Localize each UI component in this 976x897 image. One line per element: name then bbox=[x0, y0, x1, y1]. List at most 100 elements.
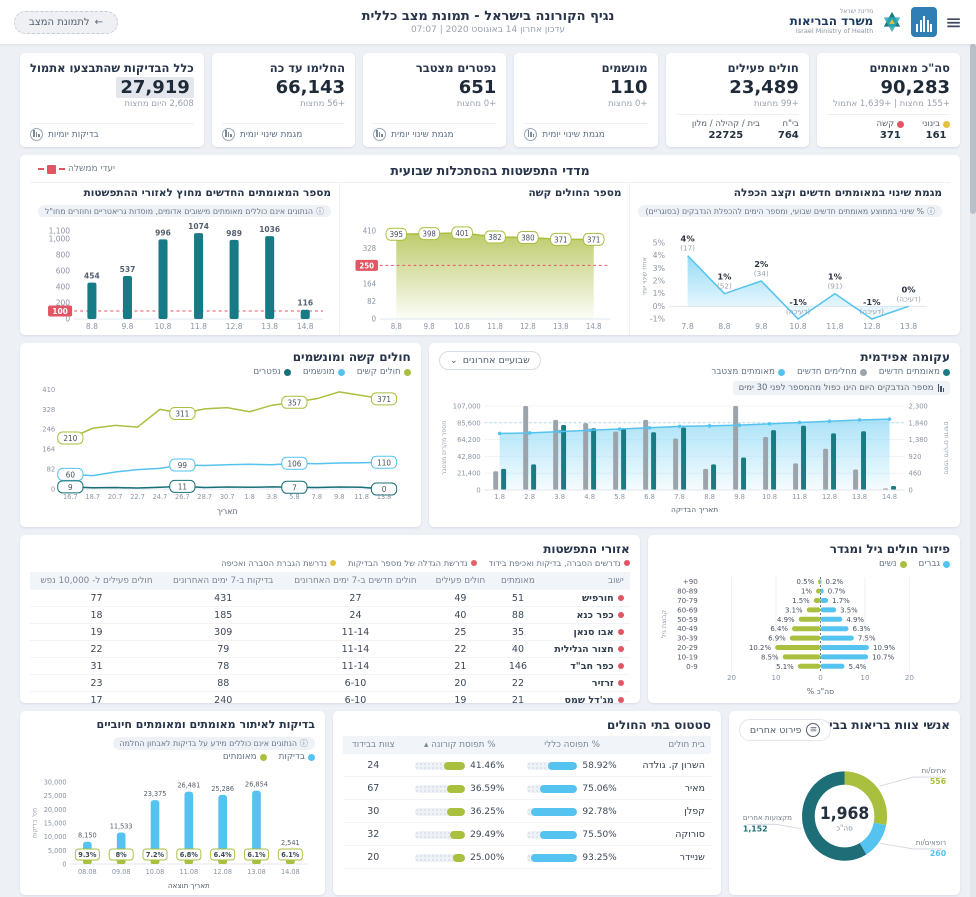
staff-isolation-panel: אנשי צוות בריאות בבידוד ≡ פירוט אחרים אח… bbox=[728, 711, 960, 895]
svg-text:1,968: 1,968 bbox=[820, 804, 869, 823]
hospital-column-header[interactable]: % תפוסת קורונה ▴ bbox=[403, 736, 516, 754]
svg-text:164: 164 bbox=[42, 446, 55, 454]
svg-text:9.8: 9.8 bbox=[424, 322, 436, 331]
svg-text:9.3%: 9.3% bbox=[78, 851, 96, 859]
areas-row[interactable]: חצור הגלילית 40 22 11-14 79 22 bbox=[30, 640, 630, 658]
svg-text:6.3%: 6.3% bbox=[852, 625, 870, 633]
svg-text:(34): (34) bbox=[754, 269, 769, 278]
legend-dot-severe bbox=[403, 368, 411, 376]
occupancy-bar bbox=[527, 784, 578, 793]
svg-text:5.1%: 5.1% bbox=[776, 663, 794, 671]
town-cell: אבו סנאן bbox=[542, 623, 630, 641]
areas-value-cell: 431 bbox=[163, 590, 284, 607]
areas-column-header[interactable]: ישוב bbox=[542, 572, 630, 590]
areas-value-cell: 27 bbox=[283, 590, 428, 607]
severe-legend: חולים קשים מונשמים נפטרים bbox=[30, 367, 411, 377]
svg-text:1%: 1% bbox=[653, 289, 665, 298]
svg-text:0%: 0% bbox=[902, 284, 916, 294]
areas-column-header[interactable]: חולים חדשים ב-7 ימים האחרונים bbox=[283, 572, 428, 590]
daily-trend-link[interactable]: מגמת שינוי יומית bbox=[524, 123, 648, 141]
svg-text:5.8: 5.8 bbox=[614, 493, 625, 501]
svg-text:328: 328 bbox=[363, 244, 377, 253]
ministry-name-he: משרד הבריאות bbox=[789, 14, 874, 29]
occupancy-bar bbox=[415, 784, 466, 793]
svg-text:80-89: 80-89 bbox=[677, 587, 698, 596]
svg-text:85,600: 85,600 bbox=[457, 419, 481, 427]
areas-row[interactable]: כפר כנא 88 40 24 185 18 bbox=[30, 606, 630, 624]
daily-trend-link[interactable]: מגמת שינוי יומית bbox=[221, 123, 346, 141]
areas-value-cell: 21 bbox=[493, 691, 543, 709]
areas-row[interactable]: זרזיר 22 20 6-10 88 23 bbox=[30, 674, 630, 692]
pyramid-legend: גברים נשים bbox=[658, 559, 950, 569]
hospital-row[interactable]: השרון ק. גולדה 58.92% 41.46% 24 bbox=[342, 754, 711, 777]
hospital-column-header[interactable]: צוות בבידוד bbox=[342, 736, 404, 754]
areas-value-cell: 11-14 bbox=[283, 657, 428, 675]
kpi-ventilated: מונשמים 110 +0 מחצות מגמת שינוי יומית bbox=[514, 53, 658, 147]
occupancy-bar bbox=[527, 761, 578, 770]
areas-column-header[interactable]: מאומתים bbox=[493, 572, 543, 590]
areas-row[interactable]: מג'דל שמס 21 19 6-10 240 17 bbox=[30, 691, 630, 709]
svg-text:-1%: -1% bbox=[650, 315, 665, 324]
page-scrollbar[interactable] bbox=[970, 0, 976, 897]
tests-legend: בדיקות מאומתים bbox=[30, 752, 315, 762]
hospital-status-table: בית חולים% תפוסה כללי% תפוסת קורונה ▴ צוו… bbox=[342, 736, 711, 869]
svg-text:12.8: 12.8 bbox=[520, 322, 536, 331]
svg-text:9.8: 9.8 bbox=[121, 322, 133, 331]
svg-text:60: 60 bbox=[66, 470, 76, 479]
svg-text:10.9%: 10.9% bbox=[873, 644, 896, 652]
areas-column-header[interactable]: חולים פעילים bbox=[427, 572, 494, 590]
areas-row[interactable]: אבו סנאן 35 25 11-14 309 19 bbox=[30, 623, 630, 641]
hospital-row[interactable]: סורוקה 75.50% 29.49% 32 bbox=[342, 822, 711, 846]
hospital-row[interactable]: שניידר 93.25% 25.00% 20 bbox=[342, 845, 711, 869]
daily-trend-link[interactable]: מגמת שינוי יומית bbox=[373, 123, 497, 141]
tests-panel: בדיקות לאיתור מאומתים ומאומתים חיוביים ⓘ… bbox=[20, 711, 325, 895]
svg-text:556: 556 bbox=[930, 777, 947, 786]
kpi-recovered: החלימו עד כה 66,143 +56 מחצות מגמת שינוי… bbox=[211, 53, 356, 147]
scrollbar-thumb[interactable] bbox=[970, 44, 976, 214]
areas-column-header[interactable]: בדיקות ב-7 ימים האחרונים bbox=[163, 572, 284, 590]
svg-text:8,150: 8,150 bbox=[78, 832, 97, 840]
areas-row[interactable]: כפר חב"ד 146 21 11-14 78 31 bbox=[30, 657, 630, 675]
svg-text:996: 996 bbox=[155, 228, 171, 237]
svg-text:1.7%: 1.7% bbox=[832, 597, 850, 605]
svg-text:1,380: 1,380 bbox=[908, 436, 927, 444]
svg-text:26,854: 26,854 bbox=[245, 780, 268, 788]
town-cell: זרזיר bbox=[542, 674, 630, 692]
svg-text:11.8: 11.8 bbox=[487, 322, 503, 331]
corona-occupancy-cell: 25.00% bbox=[403, 845, 516, 869]
hospital-row[interactable]: מאיר 75.06% 36.59% 67 bbox=[342, 776, 711, 800]
status-dot-icon bbox=[617, 594, 624, 601]
areas-value-cell: 21 bbox=[427, 657, 494, 675]
status-dot-icon bbox=[623, 560, 630, 566]
svg-text:14.08: 14.08 bbox=[281, 868, 300, 876]
svg-text:395: 395 bbox=[390, 230, 403, 239]
general-occupancy-cell: 92.78% bbox=[515, 799, 629, 823]
areas-column-header[interactable]: חולים פעילים ל- 10,000 נפש bbox=[30, 572, 164, 590]
svg-text:13.8: 13.8 bbox=[553, 322, 569, 331]
svg-text:11: 11 bbox=[178, 482, 188, 491]
chart-info-pill: ⓘ הנתונים אינם כוללים מאומתים מישובים אדו… bbox=[38, 205, 332, 217]
areas-value-cell: 40 bbox=[493, 640, 543, 658]
svg-text:6.4%: 6.4% bbox=[770, 625, 788, 633]
hospital-status-panel: סטטוס בתי החולים בית חולים% תפוסה כללי% … bbox=[332, 711, 721, 895]
hospital-column-header[interactable]: בית חולים bbox=[628, 736, 711, 754]
back-to-status-button[interactable]: ← לתמונת המצב bbox=[14, 10, 118, 34]
areas-value-cell: 88 bbox=[163, 674, 284, 692]
svg-text:13.8: 13.8 bbox=[852, 493, 867, 501]
back-arrow-icon: ← bbox=[94, 16, 103, 28]
other-details-button[interactable]: ≡ פירוט אחרים bbox=[738, 719, 832, 741]
svg-text:0.5%: 0.5% bbox=[796, 578, 814, 586]
svg-text:מס' בדיקות: מס' בדיקות bbox=[32, 808, 39, 838]
areas-row[interactable]: חורפיש 51 49 27 431 77 bbox=[30, 590, 630, 607]
svg-text:82: 82 bbox=[367, 297, 376, 306]
status-dot-icon bbox=[617, 611, 624, 618]
period-dropdown[interactable]: שבועיים אחרונים ⌄ bbox=[438, 351, 541, 370]
chart-info-pill: ⓘ הנתונים אינם כוללים מידע על בדיקות לאבח… bbox=[112, 737, 315, 750]
hospital-row[interactable]: קפלן 92.78% 36.25% 30 bbox=[342, 799, 711, 823]
panel-title: עקומה אפידמית bbox=[860, 350, 950, 364]
daily-tests-link[interactable]: בדיקות יומיות bbox=[29, 123, 194, 141]
hospital-column-header[interactable]: % תפוסה כללי bbox=[515, 736, 629, 754]
svg-text:25,000: 25,000 bbox=[44, 792, 67, 800]
svg-text:0-9: 0-9 bbox=[686, 662, 698, 671]
menu-icon[interactable]: ≡ bbox=[945, 10, 962, 34]
